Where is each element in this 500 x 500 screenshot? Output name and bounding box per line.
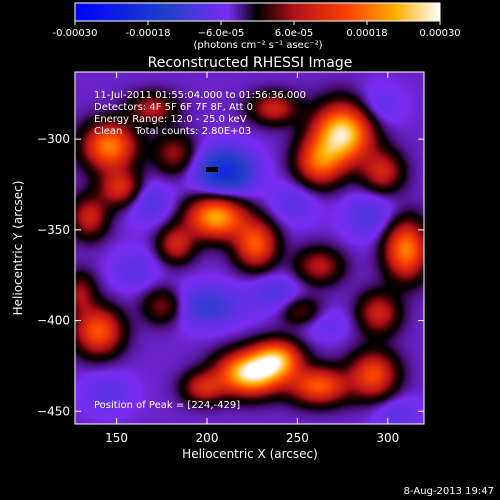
- annotation-time: 11-Jul-2011 01:55:04.000 to 01:56:36.000: [94, 90, 306, 101]
- annotations: 11-Jul-2011 01:55:04.000 to 01:56:36.000…: [94, 90, 306, 411]
- x-tick-label: 200: [196, 431, 219, 445]
- y-axis-ticks: −300 −350 −400 −450: [37, 132, 424, 418]
- annotation-energy: Energy Range: 12.0 - 25.0 keV: [94, 114, 247, 125]
- x-tick-label: 250: [286, 431, 309, 445]
- colorbar-tick-label: −6.0e-05: [198, 28, 245, 39]
- heatmap-image: [75, 72, 424, 424]
- x-axis-label: Heliocentric X (arcsec): [182, 447, 318, 461]
- colorbar-unit-label: (photons cm⁻² s⁻¹ asec⁻²): [193, 40, 322, 51]
- y-tick-label: −300: [37, 132, 70, 146]
- y-tick-label: −350: [37, 223, 70, 237]
- y-tick-label: −400: [37, 314, 70, 328]
- colorbar-tick-label: -0.00018: [126, 28, 171, 39]
- annotation-counts: Clean Total counts: 2.80E+03: [94, 126, 251, 137]
- y-tick-label: −450: [37, 404, 70, 418]
- colorbar: -0.00030 -0.00018 −6.0e-05 6.0e-05 0.00018 0.…: [53, 2, 461, 51]
- peak-marker: [206, 167, 218, 172]
- colorbar-gradient: [74, 2, 441, 22]
- y-axis-label: Heliocentric Y (arcsec): [11, 181, 25, 316]
- plot-frame: [74, 71, 425, 425]
- colorbar-tick-label: 0.00030: [419, 28, 460, 39]
- colorbar-tick-label: 6.0e-05: [275, 28, 313, 39]
- colorbar-tick-label: 0.00018: [346, 28, 387, 39]
- x-tick-label: 150: [105, 431, 128, 445]
- x-axis-ticks: 150 200 250 300: [105, 72, 399, 445]
- footer-timestamp: 8-Aug-2013 19:47: [404, 486, 494, 497]
- chart-title: Reconstructed RHESSI Image: [148, 55, 353, 71]
- annotation-detectors: Detectors: 4F 5F 6F 7F 8F, Att 0: [94, 102, 253, 113]
- peak-position-label: Position of Peak = [224,-429]: [94, 400, 240, 411]
- x-tick-label: 300: [376, 431, 399, 445]
- colorbar-ticks: -0.00030 -0.00018 −6.0e-05 6.0e-05 0.00018 0.…: [53, 21, 461, 39]
- colorbar-tick-label: -0.00030: [53, 28, 98, 39]
